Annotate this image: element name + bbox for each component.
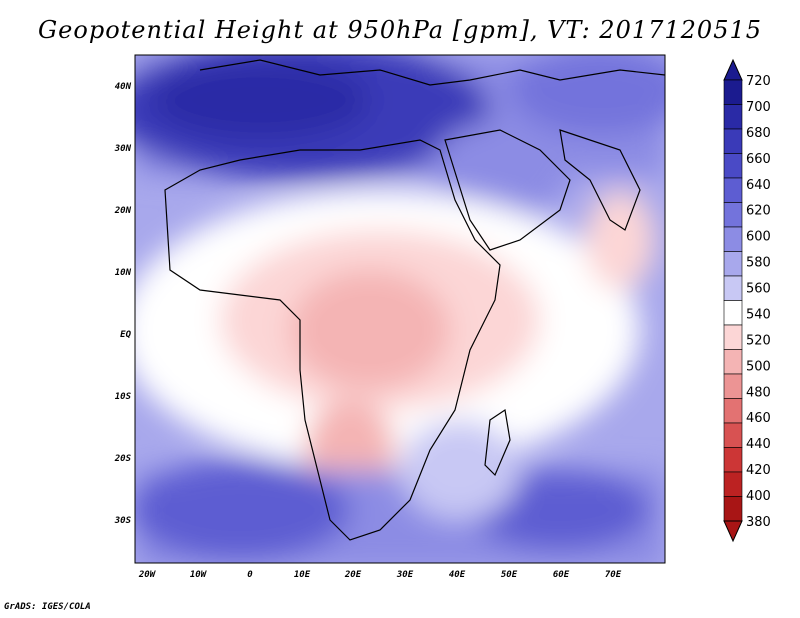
lat-label: 10N <box>115 268 132 278</box>
colorbar-label: 500 <box>746 359 771 374</box>
colorbar-label: 640 <box>746 178 771 193</box>
lat-label: 20S <box>114 454 132 464</box>
colorbar: 720 700 680 660 640 620 600 580 560 540 520 500 480 4… <box>723 58 771 543</box>
colorbar-swatch <box>723 324 743 350</box>
height-field <box>135 55 665 563</box>
colorbar-swatch <box>723 496 743 522</box>
colorbar-min-arrow <box>723 520 743 543</box>
lon-label: 70E <box>605 570 622 580</box>
colorbar-swatch <box>723 202 743 228</box>
grads-credit: GrADS: IGES/COLA <box>4 602 91 612</box>
lat-axis: 40N 30N 20N 10N EQ 10S 20S 30S <box>114 82 132 526</box>
lat-label: 30N <box>114 144 132 154</box>
colorbar-label: 560 <box>746 282 771 297</box>
lon-label: 20E <box>344 570 362 580</box>
colorbar-swatch <box>723 398 743 424</box>
lon-label: 0 <box>247 570 253 580</box>
colorbar-label: 480 <box>746 385 771 400</box>
colorbar-swatch <box>723 422 743 448</box>
madagascar-coastline <box>484 408 511 477</box>
colorbar-label: 620 <box>746 204 771 219</box>
colorbar-swatch <box>723 177 743 203</box>
lon-label: 50E <box>501 570 518 580</box>
map-frame <box>134 54 666 564</box>
colorbar-swatch <box>723 226 743 252</box>
colorbar-label: 380 <box>746 515 771 530</box>
lon-label: 60E <box>553 570 570 580</box>
colorbar-swatch <box>723 447 743 473</box>
colorbar-label: 600 <box>746 230 771 245</box>
colorbar-swatch <box>723 275 743 301</box>
lon-label: 10W <box>190 570 208 580</box>
colorbar-label: 540 <box>746 307 771 322</box>
lat-label: 30S <box>114 516 132 526</box>
lon-label: 20W <box>138 570 157 580</box>
colorbar-swatch <box>723 349 743 375</box>
colorbar-swatch <box>723 153 743 179</box>
colorbar-label: 520 <box>746 333 771 348</box>
colorbar-label: 580 <box>746 256 771 271</box>
arabia-coastline <box>444 129 571 251</box>
lat-label: 20N <box>114 206 132 216</box>
lat-label: 10S <box>115 392 132 402</box>
colorbar-label: 420 <box>746 463 771 478</box>
map-title: Geopotential Height at 950hPa [gpm], VT:… <box>38 16 762 44</box>
colorbar-swatch <box>723 79 743 105</box>
colorbar-swatch <box>723 104 743 130</box>
colorbar-label: 680 <box>746 126 771 141</box>
lon-axis: 20W 10W 0 10E 20E 30E 40E 50E 60E 70E <box>138 570 622 580</box>
lat-label: EQ <box>120 330 131 340</box>
colorbar-swatch <box>723 300 743 326</box>
india-coastline <box>559 129 641 231</box>
colorbar-label: 660 <box>746 152 771 167</box>
lon-label: 10E <box>294 570 311 580</box>
colorbar-label: 700 <box>746 100 771 115</box>
colorbar-swatch <box>723 471 743 497</box>
lon-label: 40E <box>449 570 466 580</box>
colorbar-swatch <box>723 128 743 154</box>
africa-coastline <box>164 139 501 541</box>
colorbar-label: 460 <box>746 411 771 426</box>
colorbar-label: 400 <box>746 489 771 504</box>
colorbar-label: 720 <box>746 74 771 89</box>
lat-label: 40N <box>115 82 132 92</box>
colorbar-max-arrow <box>723 58 743 81</box>
europe-coastline <box>199 59 665 86</box>
colorbar-swatch <box>723 373 743 399</box>
lon-label: 30E <box>396 570 414 580</box>
colorbar-swatch <box>723 251 743 277</box>
colorbar-label: 440 <box>746 437 771 452</box>
